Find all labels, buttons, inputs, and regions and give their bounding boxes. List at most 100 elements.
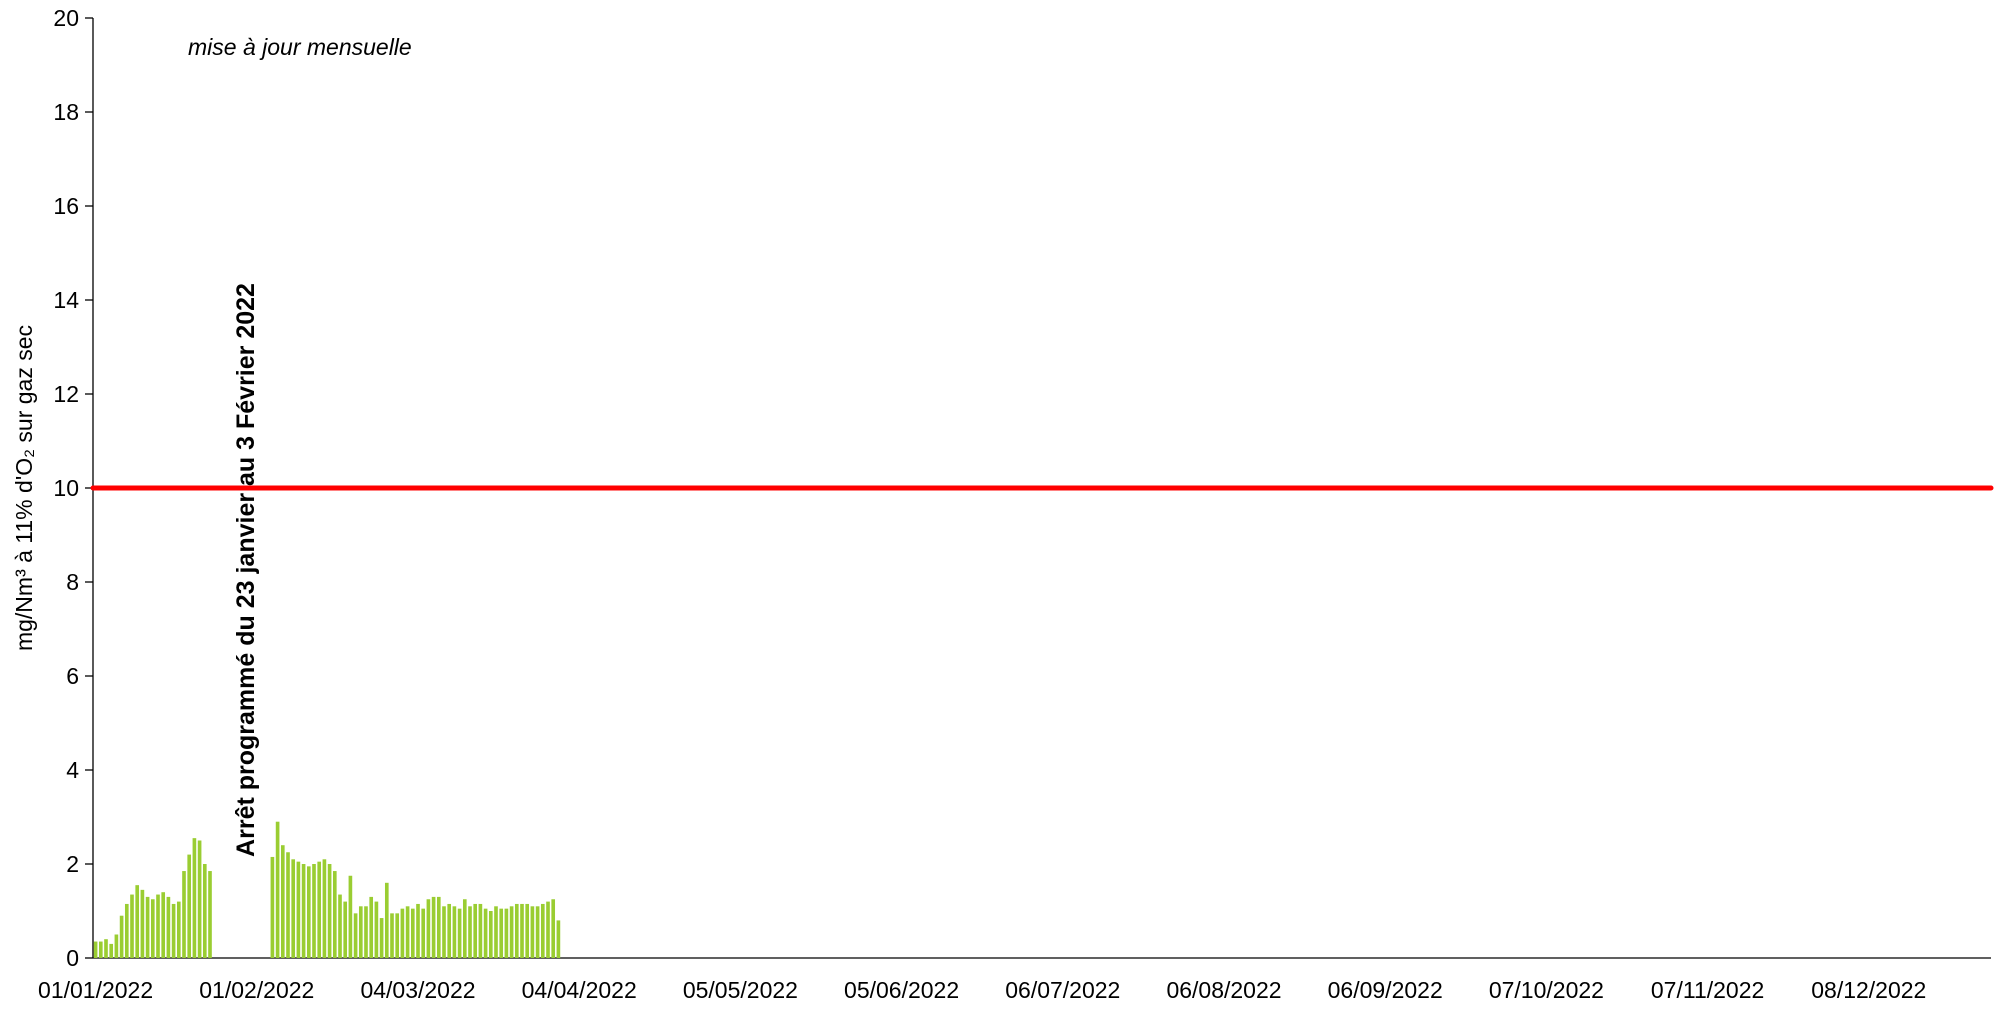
bar <box>384 882 389 958</box>
bar <box>525 903 530 958</box>
x-tick-label: 01/02/2022 <box>199 977 314 1003</box>
y-tick-label: 4 <box>66 757 79 783</box>
bar <box>374 901 379 958</box>
bar <box>166 896 171 958</box>
x-tick-label: 06/08/2022 <box>1166 977 1281 1003</box>
bar <box>270 856 275 958</box>
bar <box>494 906 498 958</box>
bar <box>514 903 519 958</box>
bar <box>296 861 301 958</box>
bar <box>556 920 561 958</box>
x-tick-label: 01/01/2022 <box>38 977 153 1003</box>
y-axis-label: mg/Nm³ à 11% d'O₂ sur gaz sec <box>11 325 37 651</box>
x-tick-label: 05/06/2022 <box>844 977 959 1003</box>
bar <box>275 821 280 958</box>
bar <box>332 871 337 958</box>
bar <box>462 899 467 958</box>
y-tick-label: 20 <box>53 5 79 31</box>
bar <box>457 908 462 958</box>
bar <box>405 906 410 958</box>
bar <box>478 903 483 958</box>
bar <box>109 943 114 958</box>
bar <box>530 906 535 958</box>
bar <box>301 864 306 958</box>
bar <box>104 939 108 958</box>
bar <box>410 908 415 958</box>
bar <box>150 899 155 958</box>
bar <box>509 906 514 958</box>
bar <box>520 903 524 958</box>
x-tick-label: 04/04/2022 <box>522 977 637 1003</box>
bar <box>98 941 103 958</box>
bar <box>317 861 322 958</box>
bar <box>400 908 405 958</box>
y-tick-label: 8 <box>66 569 79 595</box>
bar <box>286 852 290 958</box>
bar <box>202 864 207 958</box>
bar <box>338 894 342 958</box>
x-tick-label: 07/10/2022 <box>1489 977 1604 1003</box>
x-tick-label: 05/05/2022 <box>683 977 798 1003</box>
bar <box>145 896 150 958</box>
bar <box>421 908 426 958</box>
y-tick-label: 2 <box>66 851 79 877</box>
bar <box>416 903 420 958</box>
bar <box>322 859 327 958</box>
bar <box>306 866 311 958</box>
bar <box>358 906 363 958</box>
y-tick-label: 12 <box>53 381 79 407</box>
outage-note: Arrêt programmé du 23 janvier au 3 Févri… <box>232 283 260 857</box>
bar <box>130 894 134 958</box>
bar <box>442 906 446 958</box>
bar <box>135 885 140 958</box>
bar <box>473 903 478 958</box>
bar <box>353 913 358 958</box>
bar <box>369 896 374 958</box>
x-tick-label: 06/07/2022 <box>1005 977 1120 1003</box>
bar <box>535 906 540 958</box>
y-tick-label: 6 <box>66 663 79 689</box>
bar <box>182 871 186 958</box>
bar <box>114 934 119 958</box>
y-tick-label: 14 <box>53 287 79 313</box>
bar <box>140 889 145 958</box>
bar <box>119 915 124 958</box>
bar <box>395 913 400 958</box>
bar <box>187 854 192 958</box>
bar <box>452 906 457 958</box>
bar <box>197 840 202 958</box>
x-tick-label: 04/03/2022 <box>360 977 475 1003</box>
bar <box>431 896 436 958</box>
bar <box>483 908 488 958</box>
bar <box>124 903 129 958</box>
bar <box>161 892 166 958</box>
bar <box>192 838 197 958</box>
bar <box>312 864 316 958</box>
bar <box>426 899 431 958</box>
bar <box>343 901 348 958</box>
bar <box>291 859 296 958</box>
x-tick-label: 06/09/2022 <box>1328 977 1443 1003</box>
bar <box>540 903 545 958</box>
bar <box>468 906 472 958</box>
x-tick-label: 07/11/2022 <box>1651 977 1764 1003</box>
bar <box>436 896 441 958</box>
y-tick-label: 10 <box>53 475 79 501</box>
bar <box>488 911 493 958</box>
y-tick-label: 16 <box>53 193 79 219</box>
update-note: mise à jour mensuelle <box>188 34 412 60</box>
bar <box>171 903 176 958</box>
bar <box>379 918 384 958</box>
bar <box>280 845 285 958</box>
y-tick-label: 18 <box>53 99 79 125</box>
bar <box>546 901 550 958</box>
bar <box>208 871 212 958</box>
bar <box>504 908 509 958</box>
bar <box>447 903 452 958</box>
bar <box>93 941 98 958</box>
bar <box>156 894 160 958</box>
bar <box>551 899 556 958</box>
bar <box>176 901 181 958</box>
bar <box>348 875 353 958</box>
